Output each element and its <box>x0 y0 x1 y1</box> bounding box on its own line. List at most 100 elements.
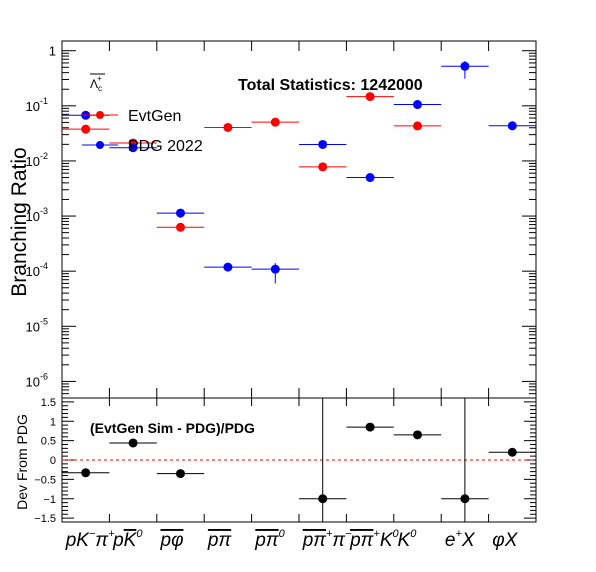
top-y-axis-label: Branching Ratio <box>8 147 31 296</box>
bottom-panel: 1.5 1 0.5 0 −0.5 −1 −1.5 (EvtGen Sim - PDG)/PD… <box>14 397 537 551</box>
top-y-tick-label: 10-5 <box>26 316 48 334</box>
x-category-label-c0: pK−π+ <box>65 528 115 551</box>
top-point <box>270 117 280 127</box>
top-point <box>318 162 328 172</box>
deviation-point <box>413 430 422 440</box>
top-point <box>223 122 233 132</box>
x-category-label-c2: pφ <box>160 530 184 551</box>
x-category-label-c1: pK0 <box>112 528 143 551</box>
top-y-tick-label: 10-3 <box>26 206 48 224</box>
top-y-tick-label-base: 10 <box>26 99 40 114</box>
top-y-tick-label-base: 10 <box>26 154 40 169</box>
particle-label: Λc+ <box>90 73 105 93</box>
x-category-label-part: K <box>124 530 138 551</box>
bottom-y-tick-label: 0 <box>50 455 56 467</box>
x-category-label-part: p <box>112 530 124 551</box>
top-point <box>413 121 422 131</box>
top-y-tick-label: 10-1 <box>26 96 48 114</box>
top-point <box>81 124 91 134</box>
x-category-label-part: pπ <box>254 530 280 551</box>
top-point <box>365 173 375 183</box>
svg-text:Λc+: Λc+ <box>90 74 102 93</box>
x-category-label-part: 0 <box>279 528 286 540</box>
bottom-x-ticks <box>61 398 537 522</box>
top-point <box>128 143 138 153</box>
top-y-tick-label: 10-2 <box>26 151 48 169</box>
x-category-label-part: π <box>95 530 109 551</box>
x-category-label-part: 0 <box>393 528 400 540</box>
x-category-label-part: e <box>445 530 456 551</box>
x-category-label-part: − <box>345 528 352 540</box>
bottom-y-tick-label: −1.5 <box>34 513 56 525</box>
top-point <box>460 61 470 71</box>
x-category-label-part: π <box>332 530 346 551</box>
top-panel-frame <box>61 40 537 399</box>
particle-label-sup: + <box>97 74 102 83</box>
top-y-tick-label-base: 10 <box>26 374 40 389</box>
x-category-label-part: − <box>89 528 96 540</box>
x-category-label-part: + <box>108 528 115 540</box>
particle-label-sub: c <box>98 84 102 93</box>
top-y-tick-label: 10-6 <box>26 371 48 389</box>
particle-label-base: Λ <box>90 77 98 91</box>
deviation-point <box>507 447 517 457</box>
bottom-y-ticks: 1.5 1 0.5 0 −0.5 −1 −1.5 <box>34 397 536 525</box>
top-y-tick-label-base: 10 <box>26 319 40 334</box>
deviation-point <box>176 469 185 479</box>
top-point <box>507 121 517 131</box>
bottom-y-tick-label: −1 <box>43 494 56 506</box>
x-category-label-part: 0 <box>136 528 143 540</box>
x-category-label-c6: pπ+K0 <box>349 528 399 551</box>
top-point <box>318 139 328 149</box>
x-category-label-part: pπ <box>302 530 328 551</box>
bottom-y-tick-label: 1.5 <box>41 397 56 409</box>
x-category-label-part: + <box>373 528 380 540</box>
top-panel: 110-110-210-310-410-510-6 Total Statisti… <box>8 40 537 399</box>
top-y-tick-label: 10-4 <box>26 261 48 279</box>
top-point <box>270 264 280 274</box>
top-y-tick-label-exponent: -1 <box>40 96 48 106</box>
top-y-tick-label-exponent: -6 <box>40 371 48 381</box>
x-category-label-part: pφ <box>160 530 184 551</box>
top-y-tick-label-base: 10 <box>26 264 40 279</box>
total-statistics-label: Total Statistics: 1242000 <box>238 77 423 94</box>
x-category-label-c5: pπ+π− <box>302 528 352 551</box>
x-category-label-c8: e+X <box>445 528 476 551</box>
top-y-tick-label-exponent: -4 <box>40 261 48 271</box>
legend-label-pdg: PDG 2022 <box>128 138 203 155</box>
bottom-y-tick-label: 0.5 <box>41 436 56 448</box>
bottom-y-tick-label: −0.5 <box>34 474 56 486</box>
x-category-label-part: pπ <box>207 530 233 551</box>
bottom-data-marks <box>62 398 536 522</box>
top-data-marks <box>62 61 536 284</box>
x-category-label-c3: pπ <box>207 530 233 551</box>
x-category-label-part: φX <box>492 530 518 551</box>
x-category-label-part: K <box>380 530 394 551</box>
x-category-label-part: X <box>461 530 476 551</box>
top-y-ticks: 110-110-210-310-410-510-6 <box>26 44 536 399</box>
top-point <box>176 208 185 218</box>
top-x-ticks <box>61 41 537 398</box>
x-category-label-part: K <box>398 530 412 551</box>
legend-marker-evtgen <box>96 111 104 119</box>
legend-label-evtgen: EvtGen <box>128 108 181 125</box>
top-y-tick-label-exponent: -3 <box>40 206 48 216</box>
top-point <box>413 100 422 110</box>
x-category-label-part: pπ <box>349 530 375 551</box>
top-point <box>365 92 375 102</box>
x-category-label-c7: K0 <box>398 528 418 551</box>
top-y-tick-label-exponent: -2 <box>40 151 48 161</box>
deviation-annotation: (EvtGen Sim - PDG)/PDG <box>90 420 255 436</box>
bottom-y-axis-label: Dev From PDG <box>14 414 30 510</box>
x-category-label-c4: pπ0 <box>254 528 285 551</box>
x-category-label-part: 0 <box>410 528 417 540</box>
top-y-tick-label: 1 <box>49 44 56 59</box>
top-point <box>223 262 233 272</box>
deviation-point <box>318 494 328 504</box>
x-category-label-part: pK <box>65 530 91 551</box>
deviation-point <box>365 422 375 432</box>
deviation-point <box>460 494 470 504</box>
top-y-tick-label-exponent: -5 <box>40 316 48 326</box>
